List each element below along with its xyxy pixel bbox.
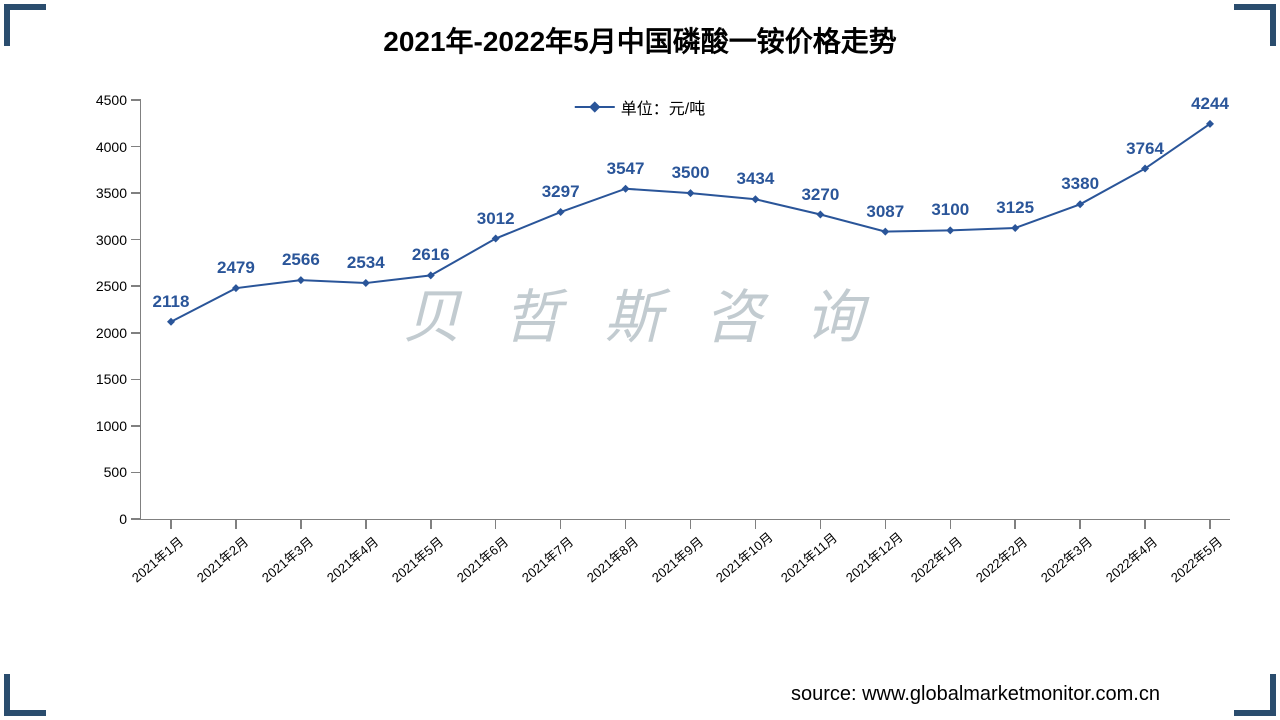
frame-corner-bl [4,674,46,716]
data-marker [946,226,954,234]
data-label: 2566 [282,250,320,270]
y-axis-tick [131,425,141,427]
y-axis-tick [131,518,141,520]
y-axis-label: 1000 [96,418,127,434]
y-axis-tick [131,146,141,148]
y-axis-tick [131,239,141,241]
data-label: 3100 [931,200,969,220]
x-axis-label: 2021年11月 [776,533,834,586]
x-axis-tick [300,519,302,529]
y-axis-label: 4000 [96,139,127,155]
data-label: 2479 [217,258,255,278]
data-label: 2616 [412,245,450,265]
x-axis-tick [885,519,887,529]
data-marker [1076,200,1084,208]
y-axis-tick [131,99,141,101]
data-marker [816,211,824,219]
x-axis-tick [820,519,822,529]
data-label: 3434 [737,169,775,189]
data-label: 3547 [607,159,645,179]
y-axis-label: 3000 [96,232,127,248]
data-label: 2534 [347,253,385,273]
y-axis-tick [131,379,141,381]
x-axis-tick [235,519,237,529]
data-label: 4244 [1191,94,1229,114]
x-axis-label: 2021年2月 [192,533,250,586]
x-axis-label: 2021年12月 [841,533,899,586]
x-axis-label: 2022年1月 [906,533,964,586]
data-label: 3125 [996,198,1034,218]
x-axis-tick [755,519,757,529]
x-axis-label: 2021年6月 [452,533,510,586]
y-axis-tick [131,285,141,287]
data-label: 3500 [672,163,710,183]
x-axis-label: 2021年8月 [582,533,640,586]
x-axis-label: 2021年4月 [322,533,380,586]
x-axis-label: 2021年7月 [517,533,575,586]
data-label: 3297 [542,182,580,202]
y-axis-tick [131,472,141,474]
x-axis-label: 2022年2月 [971,533,1029,586]
chart-title: 2021年-2022年5月中国磷酸一铵价格走势 [0,20,1280,60]
y-axis-label: 0 [119,511,127,527]
y-axis-tick [131,192,141,194]
x-axis-tick [690,519,692,529]
data-marker [297,276,305,284]
data-marker [427,271,435,279]
x-axis-tick [365,519,367,529]
x-axis-tick [625,519,627,529]
data-marker [232,284,240,292]
data-marker [557,208,565,216]
data-marker [362,279,370,287]
data-marker [751,195,759,203]
y-axis-label: 2500 [96,278,127,294]
data-label: 3012 [477,209,515,229]
data-label: 3764 [1126,139,1164,159]
data-label: 2118 [153,292,190,312]
y-axis-tick [131,332,141,334]
x-axis-label: 2021年9月 [647,533,705,586]
data-label: 3270 [801,185,839,205]
source-text: source: www.globalmarketmonitor.com.cn [791,683,1160,706]
y-axis-label: 1500 [96,371,127,387]
x-axis-tick [950,519,952,529]
data-marker [1011,224,1019,232]
x-axis-label: 2022年5月 [1166,533,1224,586]
y-axis-label: 500 [104,464,127,480]
x-axis-label: 2022年4月 [1101,533,1159,586]
data-label: 3380 [1061,174,1099,194]
data-marker [492,235,500,243]
x-axis-tick [1144,519,1146,529]
plot-area: 0500100015002000250030003500400045002021… [140,100,1230,520]
y-axis-label: 2000 [96,325,127,341]
x-axis-label: 2021年1月 [127,533,185,586]
x-axis-label: 2021年3月 [257,533,315,586]
data-marker [622,185,630,193]
x-axis-tick [430,519,432,529]
y-axis-label: 4500 [96,92,127,108]
y-axis-label: 3500 [96,185,127,201]
frame-corner-br [1234,674,1276,716]
x-axis-label: 2021年10月 [711,533,769,586]
data-marker [881,228,889,236]
x-axis-tick [1079,519,1081,529]
data-marker [167,318,175,326]
x-axis-tick [1209,519,1211,529]
x-axis-label: 2021年5月 [387,533,445,586]
x-axis-tick [1014,519,1016,529]
chart-area: 0500100015002000250030003500400045002021… [70,100,1240,580]
data-label: 3087 [866,202,904,222]
x-axis-tick [170,519,172,529]
x-axis-tick [560,519,562,529]
x-axis-label: 2022年3月 [1036,533,1094,586]
x-axis-tick [495,519,497,529]
data-marker [687,189,695,197]
